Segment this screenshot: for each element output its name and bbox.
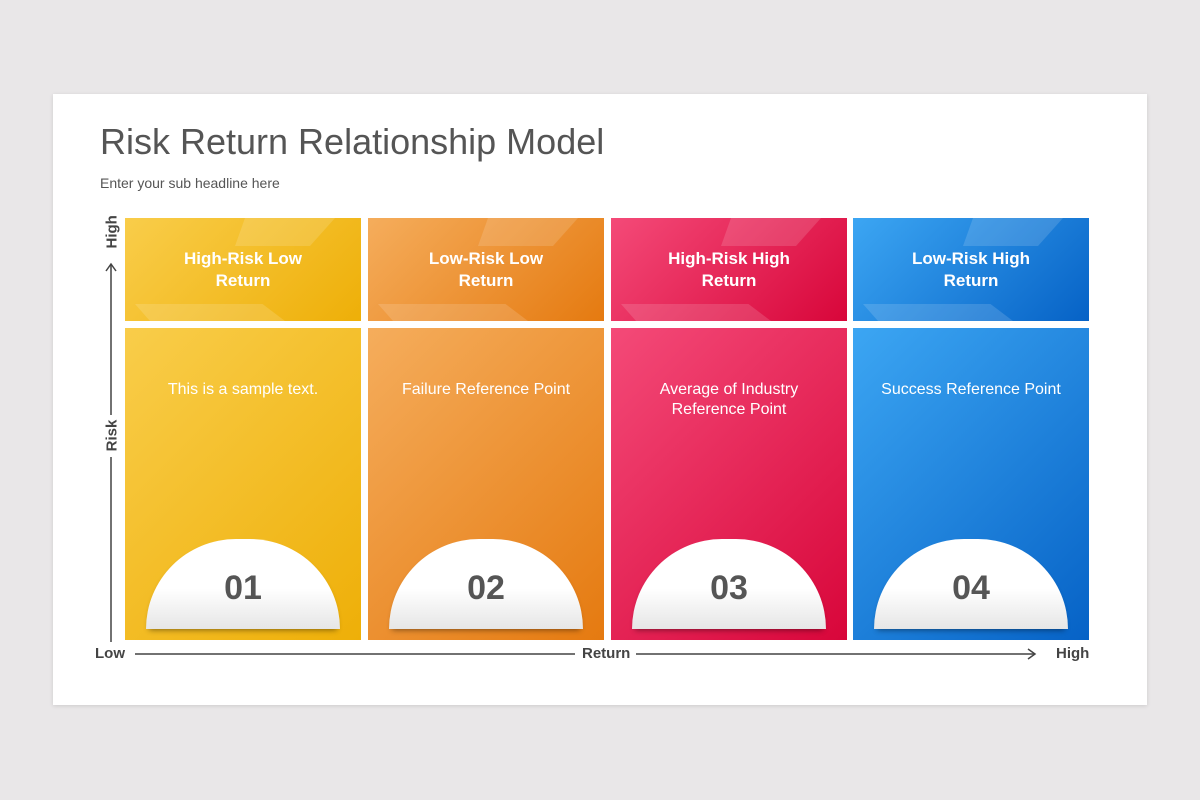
card-number: 02 <box>467 569 505 607</box>
card-text: Average of Industry Reference Point <box>659 381 799 418</box>
subtitle: Enter your sub headline here <box>100 175 280 191</box>
page-title: Risk Return Relationship Model <box>100 121 605 162</box>
card-heading: High-Risk High Return <box>668 248 790 290</box>
card-heading: Low-Risk Low Return <box>428 248 544 290</box>
card-body: Failure Reference Point 02 <box>368 328 604 640</box>
card-body: This is a sample text. 01 <box>125 328 361 640</box>
y-axis-high-label: High <box>103 215 121 249</box>
card-body: Average of Industry Reference Point 03 <box>611 328 847 640</box>
card-number: 01 <box>224 569 262 607</box>
x-axis-low-label: Low <box>95 645 125 662</box>
card-header: High-Risk Low Return <box>125 218 361 321</box>
number-dome: 02 <box>389 539 583 629</box>
card-heading: High-Risk Low Return <box>183 248 303 290</box>
card-text: Failure Reference Point <box>401 381 571 398</box>
number-dome: 04 <box>874 539 1068 629</box>
number-dome: 01 <box>146 539 340 629</box>
card-header: Low-Risk High Return <box>853 218 1089 321</box>
y-axis-arrow <box>105 262 117 642</box>
card-number: 04 <box>952 569 990 607</box>
x-axis-arrow <box>135 648 1037 660</box>
card-body: Success Reference Point 04 <box>853 328 1089 640</box>
card-header: High-Risk High Return <box>611 218 847 321</box>
card-header: Low-Risk Low Return <box>368 218 604 321</box>
card-text: This is a sample text. <box>167 381 319 398</box>
card-text: Success Reference Point <box>881 381 1061 398</box>
number-dome: 03 <box>632 539 826 629</box>
card-number: 03 <box>710 569 748 607</box>
card-heading: Low-Risk High Return <box>911 248 1031 290</box>
x-axis-label: Return <box>582 645 631 662</box>
x-axis-high-label: High <box>1056 645 1090 662</box>
